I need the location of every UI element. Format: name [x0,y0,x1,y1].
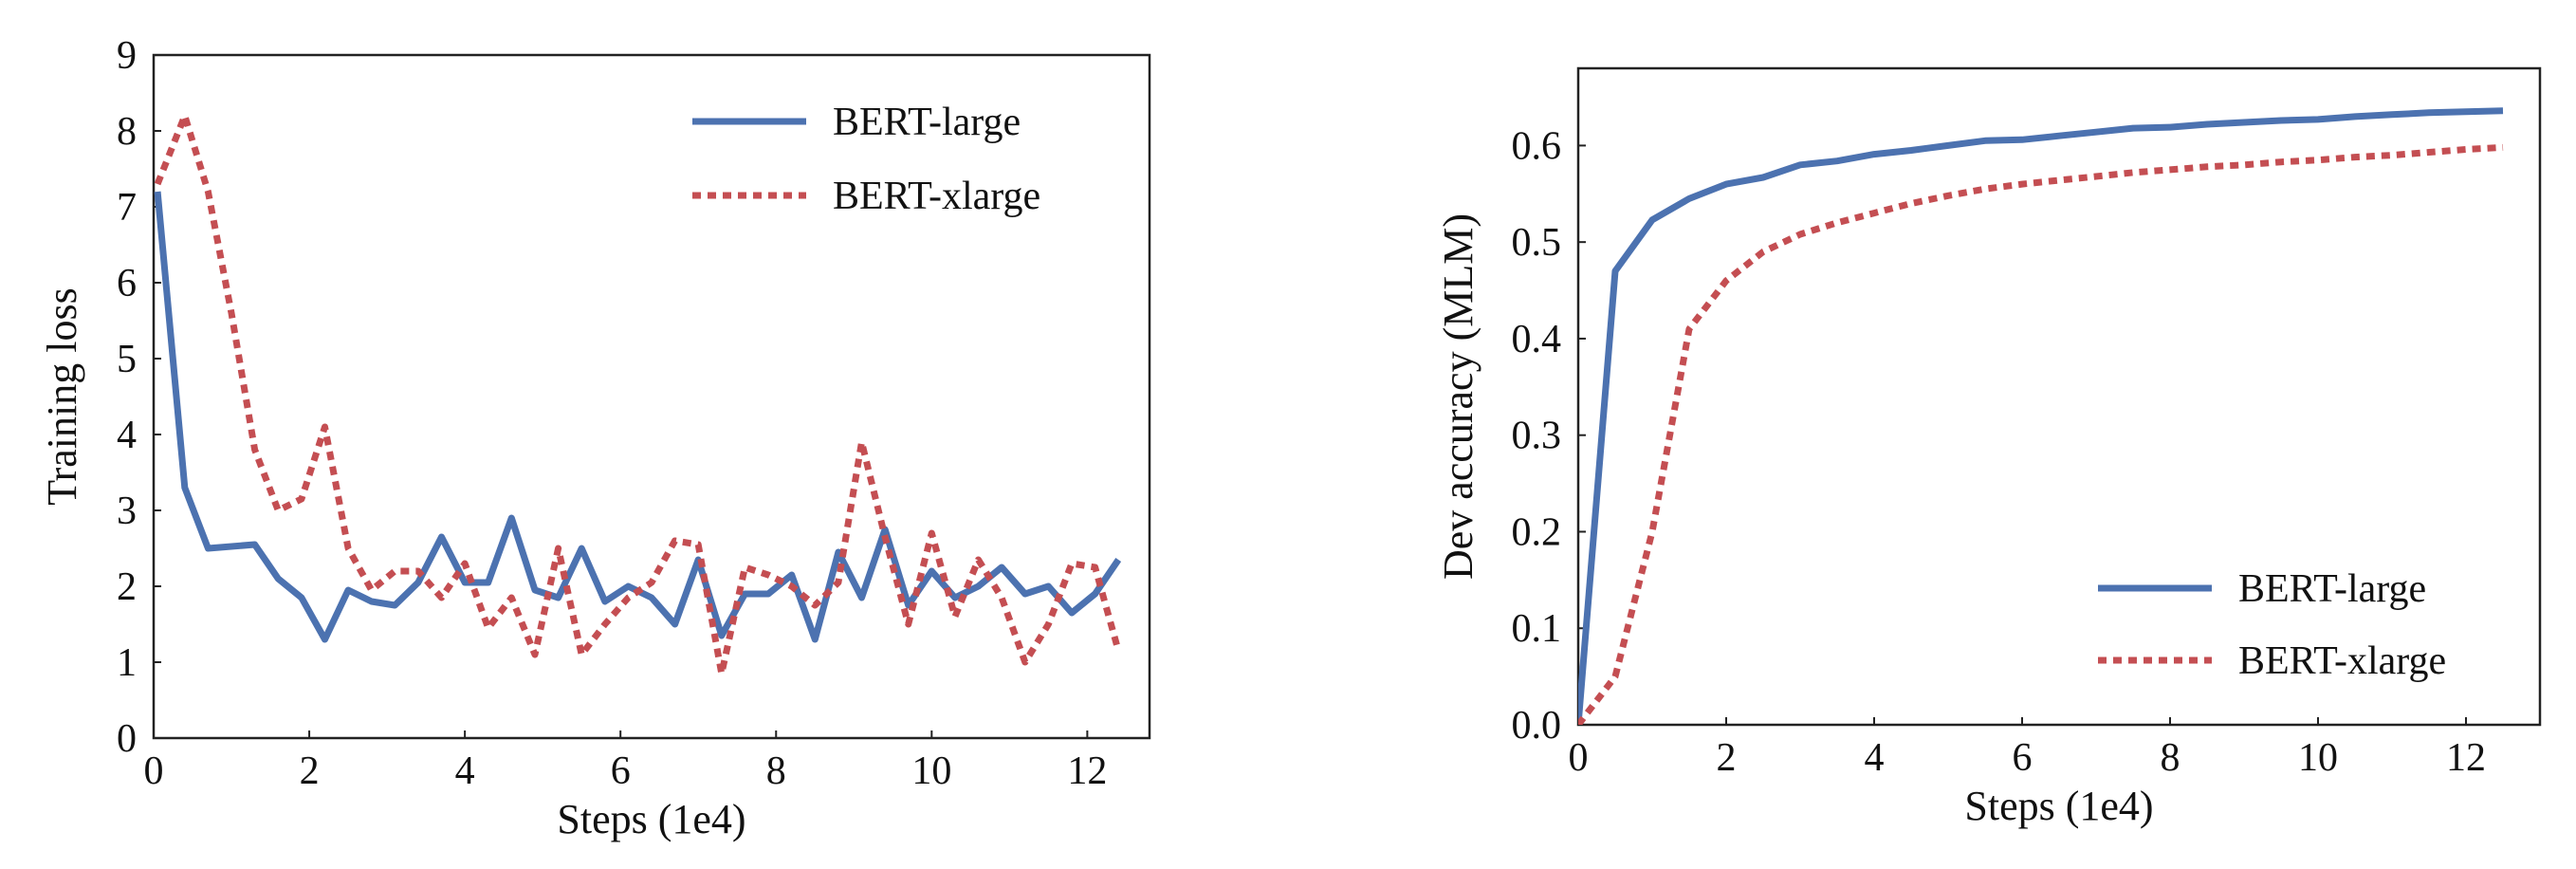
y-tick-label: 0.4 [1512,318,1562,361]
x-tick-label: 4 [455,749,475,793]
y-tick-label: 3 [117,490,137,533]
y-tick-label: 0 [117,717,137,761]
y-tick-label: 1 [117,641,137,685]
legend: BERT-large BERT-xlarge [2098,567,2446,683]
legend-label: BERT-xlarge [833,175,1040,218]
legend-label: BERT-xlarge [2238,639,2446,683]
series-line-bert-xlarge [154,112,1122,677]
x-tick-label: 2 [300,749,320,793]
series-line-bert-large [1578,107,2504,725]
x-tick-label: 0 [1569,736,1589,780]
y-tick-label: 7 [117,186,137,230]
x-tick-label: 2 [1717,736,1737,780]
y-tick-label: 9 [117,34,137,78]
x-tick-label: 0 [144,749,164,793]
x-tick-label: 10 [911,749,951,793]
legend-label: BERT-large [2238,567,2426,611]
plot-frame [152,53,1151,740]
y-tick-label: 0.3 [1512,415,1562,458]
chart-panel-2: 0 2 4 6 8 10 12 0.0 0.1 0.2 0.3 0.4 0.5 0.6 Steps (1e4… [1435,66,2542,829]
y-tick-label: 0.0 [1512,704,1562,748]
y-tick-label: 4 [117,414,137,457]
x-tick-label: 6 [2013,736,2033,780]
y-tick-label: 8 [117,110,137,154]
y-tick-label: 5 [117,338,137,381]
plot-frame [1576,66,2542,727]
series-line-bert-xlarge [1578,143,2504,725]
y-axis-label: Dev accuracy (MLM) [1435,213,1481,580]
x-axis-label: Steps (1e4) [1964,783,2153,829]
y-tick-label: 2 [117,565,137,609]
y-tick-label: 0.6 [1512,124,1562,168]
x-tick-label: 6 [611,749,631,793]
x-tick-label: 8 [2161,736,2180,780]
legend-label: BERT-large [833,101,1021,144]
y-tick-label: 0.5 [1512,221,1562,265]
y-tick-label: 0.1 [1512,607,1562,651]
x-tick-label: 4 [1865,736,1885,780]
y-axis-label: Training loss [39,287,85,505]
x-tick-label: 8 [766,749,786,793]
y-tick-label: 0.2 [1512,510,1562,554]
x-tick-label: 10 [2298,736,2338,780]
x-axis-label: Steps (1e4) [557,796,745,842]
x-tick-label: 12 [2446,736,2486,780]
legend: BERT-large BERT-xlarge [692,101,1040,218]
y-tick-label: 6 [117,262,137,305]
x-tick-label: 12 [1067,749,1107,793]
